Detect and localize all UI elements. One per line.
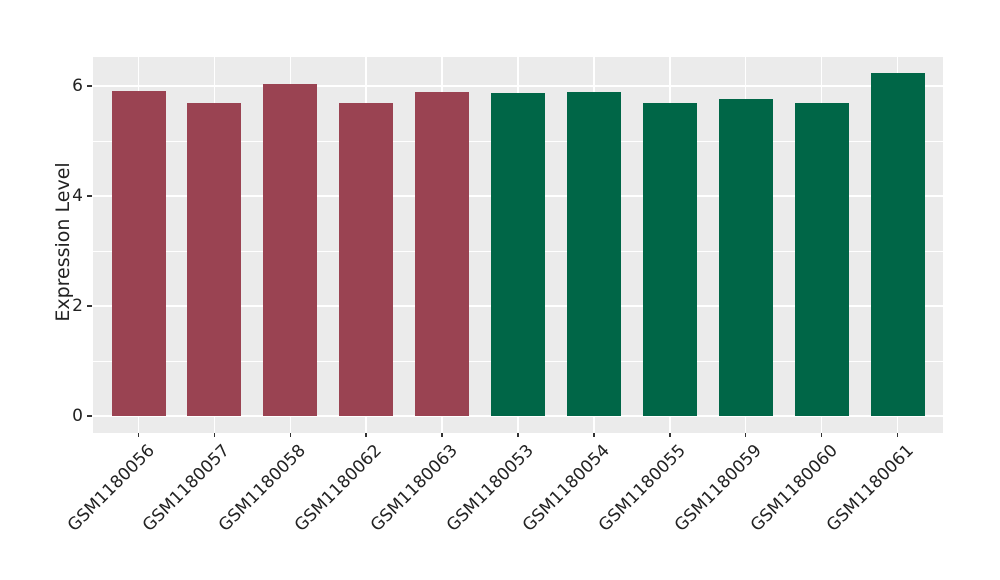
x-tick-label: GSM1180056 [63,440,159,536]
y-tick-label: 4 [72,186,83,206]
x-tick-mark [593,433,595,437]
x-tick-mark [289,433,292,437]
bar-GSM1180062 [339,102,394,416]
y-tick-mark [87,85,92,87]
bar-GSM1180053 [491,92,545,416]
x-tick-mark [669,433,671,437]
x-tick-mark [213,433,216,437]
plot-panel [93,57,943,433]
bar-GSM1180055 [642,102,697,416]
x-tick-mark [365,433,367,437]
y-tick-mark [87,305,92,307]
bar-GSM1180063 [415,92,470,416]
x-tick-mark [896,433,899,437]
x-tick-mark [820,433,823,437]
y-tick-label: 2 [72,296,83,316]
y-tick-label: 0 [72,406,83,426]
x-tick-mark [517,433,519,437]
y-tick-label: 6 [72,76,83,96]
bar-GSM1180057 [187,102,242,416]
bar-GSM1180054 [566,91,621,416]
bar-GSM1180061 [870,72,925,416]
bar-GSM1180058 [263,84,318,416]
bar-GSM1180060 [794,102,849,416]
bar-GSM1180056 [111,90,166,416]
bar-GSM1180059 [718,99,773,416]
x-tick-mark [744,433,747,437]
x-tick-mark [441,433,443,437]
y-axis-title: Expression Level [52,162,74,322]
y-tick-mark [87,195,92,197]
x-tick-mark [137,433,140,437]
y-tick-mark [87,415,92,417]
